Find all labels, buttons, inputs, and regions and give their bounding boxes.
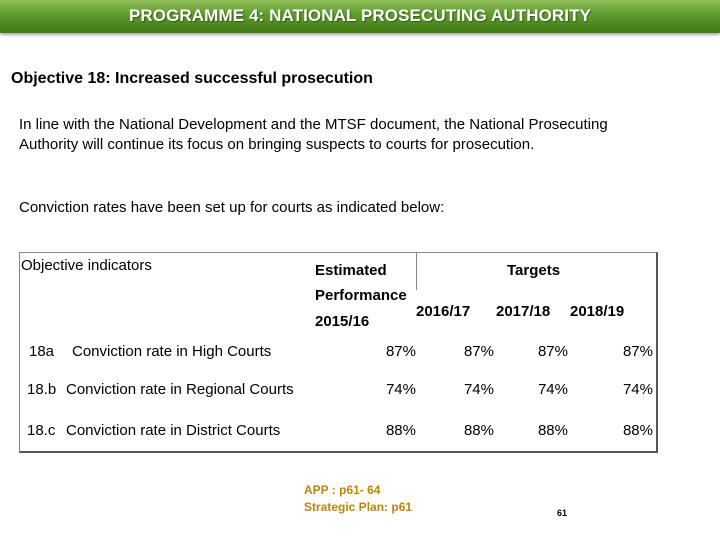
intro-paragraph: In line with the National Development an… — [19, 116, 608, 153]
footer-references: APP : p61- 64 Strategic Plan: p61 — [304, 482, 412, 516]
row-2-target-1: 74% — [463, 381, 494, 398]
header-estimated-line3: 2015/16 — [315, 313, 370, 330]
header-divider — [416, 252, 417, 290]
programme-banner: PROGRAMME 4: NATIONAL PROSECUTING AUTHOR… — [0, 0, 720, 33]
header-estimated-line2: Performance — [315, 287, 407, 304]
row-3-id: 18.c — [27, 422, 56, 439]
header-indicators: Objective indicators — [21, 257, 152, 274]
row-1-estimated: 87% — [385, 343, 416, 360]
row-1-id: 18a — [29, 343, 55, 360]
row-1-indicator: Conviction rate in High Courts — [72, 343, 272, 360]
page-number: 61 — [557, 508, 568, 518]
header-year-2: 2017/18 — [496, 303, 551, 320]
banner-title: PROGRAMME 4: NATIONAL PROSECUTING AUTHOR… — [128, 6, 592, 25]
row-3-estimated: 88% — [385, 422, 416, 439]
row-2-target-2: 74% — [537, 381, 568, 398]
app-reference: APP : p61- 64 — [304, 483, 381, 497]
header-year-1: 2016/17 — [416, 303, 471, 320]
row-3-indicator: Conviction rate in District Courts — [66, 422, 281, 439]
strategic-plan-reference: Strategic Plan: p61 — [304, 500, 413, 514]
row-3-target-3: 88% — [622, 422, 653, 439]
row-1-target-3: 87% — [622, 343, 653, 360]
row-3-target-2: 88% — [537, 422, 568, 439]
indicators-table — [19, 252, 658, 453]
conviction-paragraph: Conviction rates have been set up for co… — [19, 199, 445, 216]
row-1-target-2: 87% — [537, 343, 568, 360]
header-year-3: 2018/19 — [570, 303, 625, 320]
objective-heading: Objective 18: Increased successful prose… — [11, 70, 373, 87]
row-1-target-1: 87% — [463, 343, 494, 360]
row-2-indicator: Conviction rate in Regional Courts — [66, 381, 294, 398]
row-3-target-1: 88% — [463, 422, 494, 439]
row-2-estimated: 74% — [385, 381, 416, 398]
row-2-id: 18.b — [27, 381, 57, 398]
header-targets: Targets — [507, 262, 561, 279]
header-estimated-line1: Estimated — [315, 262, 387, 279]
row-2-target-3: 74% — [622, 381, 653, 398]
